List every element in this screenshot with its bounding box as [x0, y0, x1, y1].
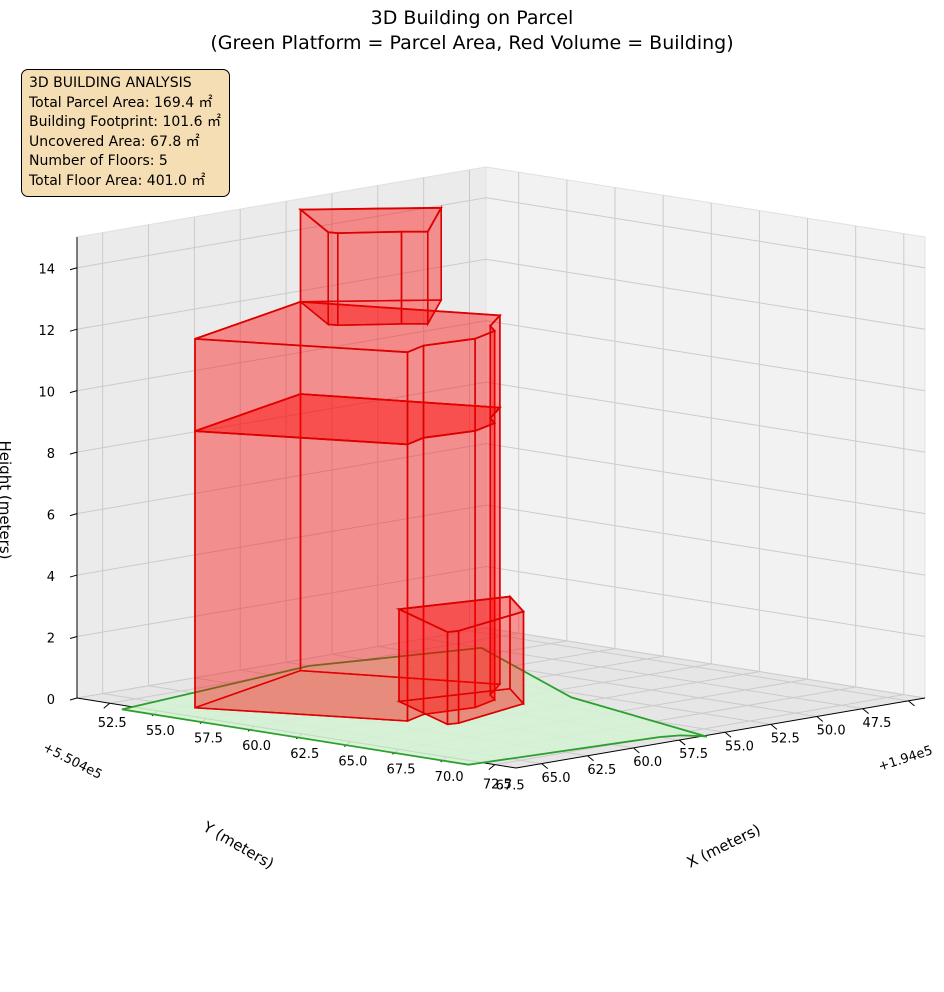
z-tick-label: 8: [47, 447, 55, 462]
y-axis-line: [515, 697, 926, 769]
y-tick-label: 60.0: [633, 755, 662, 770]
building-tower-wall: [327, 231, 339, 327]
z-tick: [69, 513, 78, 517]
z-tick-label: 14: [38, 263, 55, 278]
grid-line-y-floor: [469, 630, 909, 702]
info-heading: 3D BUILDING ANALYSIS: [29, 75, 192, 91]
building-main-low-wall: [194, 430, 409, 722]
z-axis-label: Height (meters): [0, 441, 14, 560]
building-main-high-wall: [406, 344, 425, 446]
x-tick-label: 65.0: [338, 755, 367, 770]
x-tick-label: 62.5: [290, 747, 319, 762]
grid-line-z: [76, 197, 926, 269]
building-annex-top: [395, 595, 526, 634]
z-tick: [69, 267, 78, 271]
x-tick-label: 72.5: [483, 778, 512, 793]
grid-line-x-floor: [494, 694, 904, 766]
y-offset-label: +5.504e5: [40, 740, 104, 783]
z-tick: [69, 574, 78, 578]
z-tick-label: 12: [38, 324, 55, 339]
y-tick: [541, 763, 548, 769]
y-tick-label: 57.5: [679, 747, 708, 762]
x-tick-label: 67.5: [387, 762, 416, 777]
y-tick: [587, 755, 594, 762]
grid-line-z: [76, 258, 926, 330]
y-tick-label: 55.0: [725, 739, 754, 754]
y-tick-label: 67.5: [496, 779, 525, 794]
z-tick-label: 4: [47, 570, 55, 585]
y-axis-label: Y (meters): [199, 817, 277, 872]
y-tick-label: 50.0: [817, 724, 846, 739]
x-tick-label: 70.0: [435, 770, 464, 785]
z-tick: [69, 328, 78, 332]
y-tick: [816, 716, 824, 722]
y-tick-label: 52.5: [771, 732, 800, 747]
z-tick-label: 0: [47, 693, 55, 708]
building-tower-wall: [400, 230, 429, 325]
analysis-info-box: 3D BUILDING ANALYSIS Total Parcel Area: …: [21, 69, 231, 197]
z-tick-label: 6: [47, 509, 55, 524]
y-tick: [724, 731, 732, 738]
x-offset-label: +1.94e5: [877, 743, 935, 775]
building-tower-wall: [337, 230, 403, 327]
x-axis-label: X (meters): [684, 820, 764, 871]
y-tick: [633, 747, 640, 754]
building-main-high-wall: [422, 337, 476, 439]
x-tick: [488, 764, 496, 771]
x-tick-label: 60.0: [242, 739, 271, 754]
z-tick: [69, 390, 78, 394]
building-main-high-wall: [194, 338, 409, 446]
y-tick: [770, 723, 778, 730]
grid-line-y-floor: [423, 638, 863, 710]
chart-title: 3D Building on Parcel: [370, 7, 574, 29]
pane-right: [485, 166, 926, 699]
grid-line-z: [76, 627, 926, 699]
x-tick-label: 52.5: [98, 716, 127, 731]
y-tick-label: 62.5: [587, 763, 616, 778]
z-tick: [69, 697, 78, 701]
info-line-floor-area: Total Floor Area: 401.0 ㎡: [29, 172, 206, 189]
y-tick-label: 47.5: [862, 716, 891, 731]
info-line-floors: Number of Floors: 5: [29, 153, 168, 169]
chart-subtitle: (Green Platform = Parcel Area, Red Volum…: [210, 32, 734, 54]
y-tick: [678, 739, 686, 746]
building-annex-wall: [446, 630, 460, 726]
x-tick-label: 55.0: [146, 724, 175, 739]
z-tick: [69, 636, 78, 640]
grid-line-z: [76, 381, 926, 453]
grid-line-z: [76, 320, 926, 392]
grid-line-z: [76, 443, 926, 515]
x-tick-label: 57.5: [194, 732, 223, 747]
building-main-high-top: [194, 300, 502, 354]
x-tick: [103, 702, 111, 709]
y-tick: [908, 700, 915, 707]
z-tick-label: 10: [38, 386, 55, 401]
grid-line-z: [76, 504, 926, 576]
building-tower-top: [298, 206, 443, 235]
z-tick-label: 2: [47, 632, 55, 647]
parcel-platform: [121, 646, 708, 766]
z-tick: [69, 451, 78, 455]
chart-title-block: 3D Building on Parcel (Green Platform = …: [0, 6, 944, 56]
info-line-footprint: Building Footprint: 101.6 ㎡: [29, 114, 222, 130]
grid-line-z: [76, 565, 926, 637]
info-line-uncovered: Uncovered Area: 67.8 ㎡: [29, 133, 200, 150]
y-tick-label: 65.0: [542, 771, 571, 786]
info-line-parcel-area: Total Parcel Area: 169.4 ㎡: [29, 94, 213, 111]
y-tick: [862, 708, 869, 715]
